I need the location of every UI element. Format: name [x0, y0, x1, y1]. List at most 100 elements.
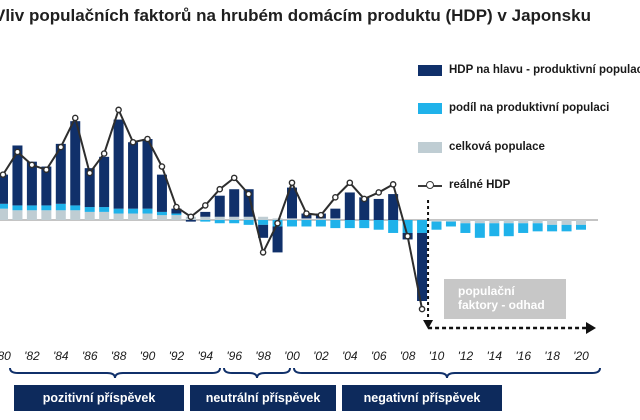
bar-swatch-gray-icon — [418, 141, 442, 153]
bar-population-2012 — [460, 220, 471, 224]
bar-per_capita-2005 — [359, 197, 370, 220]
x-tick-label: '06 — [371, 349, 387, 363]
bar-population-2013 — [474, 220, 485, 224]
gdp-point-1987 — [100, 150, 108, 157]
bar-workforce_share-2011 — [445, 221, 456, 227]
gdp-point-2000 — [288, 179, 296, 187]
gdp-line — [2, 107, 424, 310]
bar-population-1998 — [258, 216, 269, 220]
bar-workforce_share-2001 — [301, 220, 312, 227]
x-tick-label: '10 — [429, 349, 445, 363]
gdp-point-1980 — [0, 171, 7, 178]
x-tick-label: '16 — [515, 349, 531, 363]
x-tick-label: '86 — [82, 349, 98, 363]
x-tick-label: '80 — [0, 349, 11, 363]
gdp-point-2002 — [317, 211, 325, 219]
gdp-point-1985 — [71, 114, 79, 122]
bar-per_capita-2009 — [417, 232, 428, 301]
brace-neutral — [223, 367, 291, 379]
legend-label: reálné HDP — [449, 179, 511, 191]
x-tick-label: '88 — [111, 349, 127, 363]
bar-workforce_share-1994 — [200, 220, 211, 222]
gdp-point-2009 — [418, 305, 426, 313]
bar-population-1983 — [41, 210, 52, 220]
legend-label: HDP na hlavu - produktivní populace — [449, 64, 640, 76]
bar-per_capita-1985 — [70, 121, 81, 206]
bar-population-2017 — [532, 220, 543, 224]
bar-workforce_share-1992 — [171, 213, 182, 216]
bar-per_capita-2006 — [373, 198, 384, 220]
bar-swatch-dark-blue-icon — [418, 64, 442, 76]
x-tick-label: '02 — [313, 349, 329, 363]
bar-workforce_share-2005 — [359, 220, 370, 229]
x-tick-label: '18 — [544, 349, 560, 363]
legend-item-real-gdp: reálné HDP — [418, 175, 510, 195]
bar-workforce_share-2014 — [489, 223, 500, 237]
bar-population-1982 — [26, 210, 37, 220]
arrow-head-right — [586, 322, 596, 334]
gdp-point-2001 — [303, 210, 310, 217]
bar-workforce_share-1997 — [243, 220, 254, 225]
bar-per_capita-1983 — [41, 166, 52, 206]
bar-per_capita-1996 — [229, 189, 240, 217]
gdp-point-1990 — [144, 135, 151, 143]
bar-per_capita-1999 — [272, 226, 283, 253]
bar-workforce_share-2017 — [532, 223, 543, 232]
gdp-point-1986 — [86, 169, 93, 177]
bar-per_capita-2003 — [330, 208, 341, 219]
legend-label: celková populace — [449, 141, 545, 153]
bar-workforce_share-1996 — [229, 220, 240, 224]
bar-per_capita-1995 — [214, 195, 225, 217]
x-tick-label: '98 — [255, 349, 271, 363]
bar-workforce_share-1995 — [214, 220, 225, 224]
chart-title: Vliv populačních faktorů na hrubém domác… — [0, 6, 591, 25]
bar-workforce_share-1984 — [55, 203, 66, 211]
gdp-point-1988 — [115, 106, 122, 114]
gdp-point-1981 — [14, 148, 21, 156]
bar-population-1995 — [214, 216, 225, 220]
bar-population-1980 — [0, 208, 8, 220]
bar-population-1989 — [128, 213, 139, 220]
gdp-point-1984 — [57, 143, 65, 151]
bars-group — [0, 119, 586, 301]
line-marker-icon — [418, 180, 442, 191]
x-tick-label: '92 — [169, 349, 185, 363]
bar-per_capita-1990 — [142, 139, 153, 209]
x-tick-label: '00 — [284, 349, 300, 363]
gdp-point-1996 — [230, 174, 238, 182]
bar-swatch-light-blue-icon — [418, 102, 442, 114]
gdp-point-2006 — [375, 189, 383, 196]
bar-per_capita-1994 — [200, 211, 211, 217]
bar-workforce_share-2010 — [431, 221, 442, 230]
bar-population-2000 — [287, 218, 297, 220]
bar-per_capita-1993 — [185, 220, 196, 222]
gdp-point-1997 — [245, 190, 252, 198]
bar-population-1991 — [156, 215, 167, 220]
bar-workforce_share-2006 — [373, 220, 384, 230]
legend-item-per-capita: HDP na hlavu - produktivní populace — [418, 60, 640, 80]
bar-population-2019 — [561, 220, 572, 225]
bar-population-2020 — [576, 220, 586, 225]
bar-population-2003 — [330, 218, 341, 220]
phase-positive: pozitivní příspěvek — [14, 385, 184, 411]
bar-population-1999 — [272, 218, 283, 220]
bar-per_capita-1986 — [84, 168, 95, 208]
bar-per_capita-1984 — [55, 143, 66, 204]
bar-per_capita-1989 — [128, 142, 139, 209]
gdp-point-1994 — [201, 202, 209, 209]
bar-population-2001 — [301, 218, 312, 220]
bar-workforce_share-2002 — [315, 220, 326, 227]
bar-workforce_share-2008 — [402, 220, 413, 233]
bar-population-2002 — [315, 218, 326, 220]
bar-population-1984 — [55, 210, 66, 220]
bar-population-1986 — [84, 211, 95, 220]
bar-per_capita-1980 — [0, 174, 8, 204]
bar-per_capita-2004 — [344, 192, 355, 220]
estimate-label-box: populační faktory - odhad — [444, 279, 566, 319]
bar-workforce_share-2018 — [547, 224, 558, 232]
brace-positive — [9, 367, 221, 379]
x-tick-label: '14 — [486, 349, 502, 363]
gdp-point-1995 — [216, 185, 224, 193]
gdp-point-1999 — [274, 219, 281, 227]
bar-population-2010 — [431, 220, 442, 222]
